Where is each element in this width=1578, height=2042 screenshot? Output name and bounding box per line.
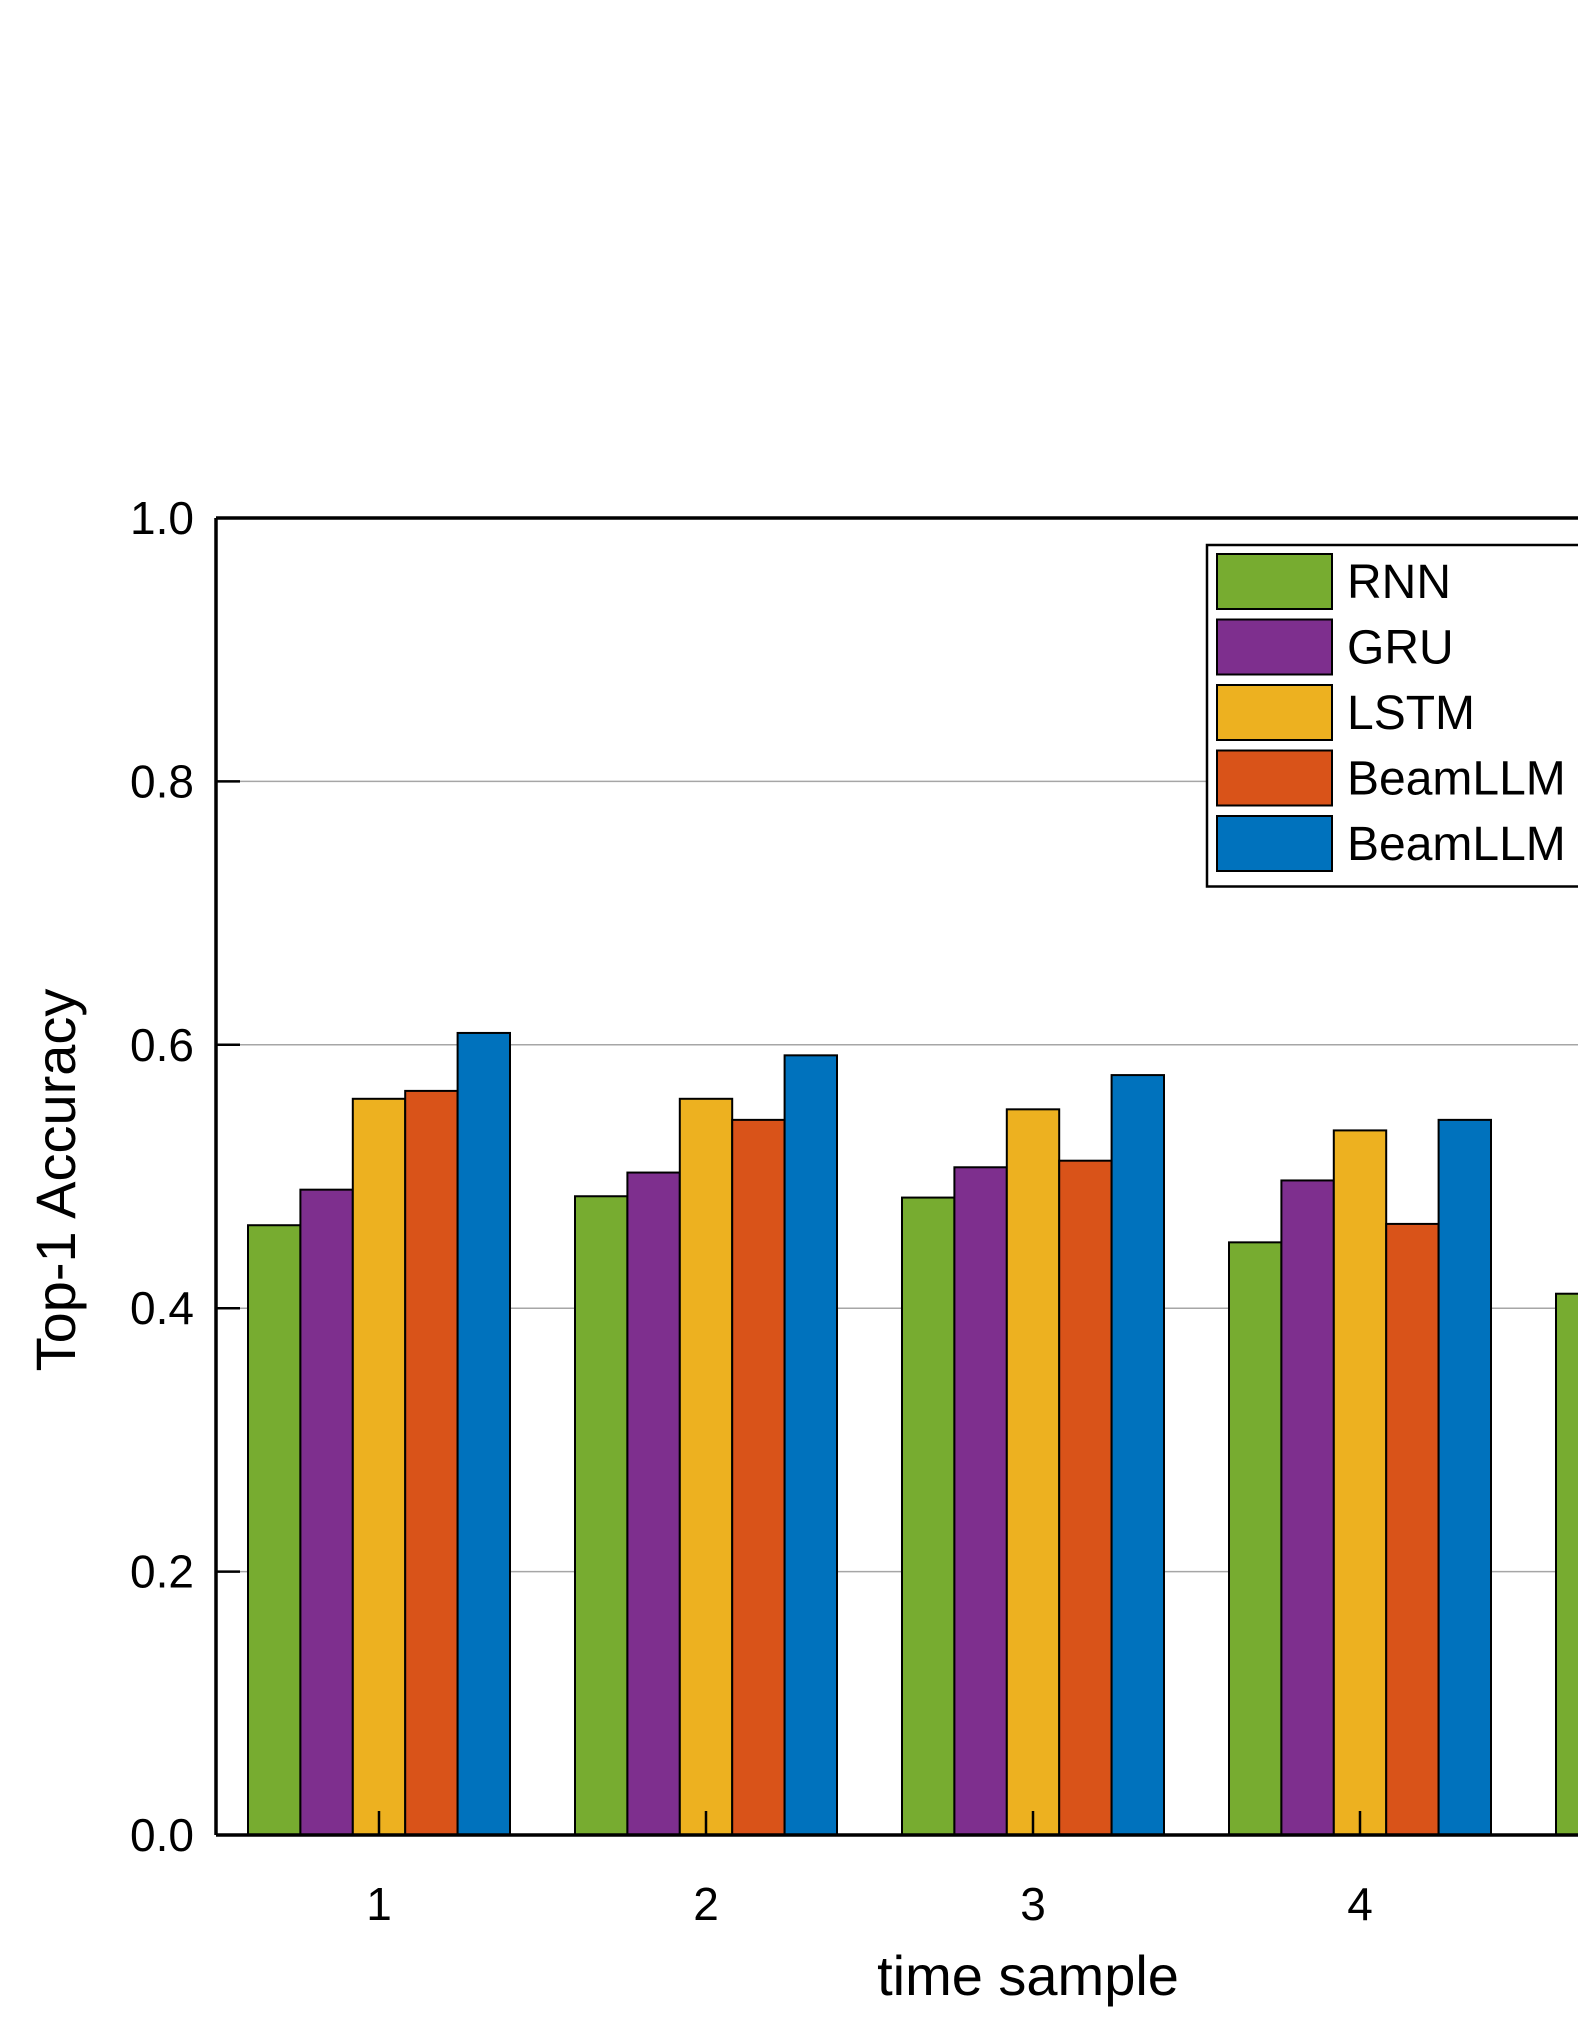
bar (351, 1097, 407, 1836)
bar (1228, 1241, 1283, 1836)
y-tick-label: 0.8 (130, 755, 194, 807)
bar (299, 1188, 354, 1837)
legend-swatch (1216, 553, 1333, 610)
x-tick-label: 2 (693, 1878, 719, 1930)
x-tick-label: 1 (366, 1878, 392, 1930)
y-tick-label: 0.2 (130, 1546, 194, 1598)
bar (1555, 1292, 1578, 1836)
bar (901, 1196, 956, 1836)
x-tick-label: 3 (1020, 1878, 1046, 1930)
bar (1385, 1222, 1440, 1836)
legend-label: BeamLLM (1347, 753, 1566, 806)
tick-labels: 0.00.20.40.60.81.012345 (130, 492, 1373, 1930)
bar (247, 1224, 302, 1836)
legend-swatch (1216, 815, 1333, 872)
bar (1332, 1129, 1388, 1836)
bar (1280, 1179, 1335, 1837)
legend: RNN GRU LSTM BeamLLM BeamLLM (1205, 543, 1578, 888)
legend-label: GRU (1347, 622, 1454, 675)
bar (1437, 1118, 1492, 1836)
bar (678, 1097, 734, 1836)
y-tick-label: 0.4 (130, 1282, 194, 1334)
bars (247, 1031, 1578, 1837)
y-tick-label: 0.6 (130, 1019, 194, 1071)
bar (574, 1195, 629, 1836)
legend-swatch (1216, 618, 1333, 676)
x-tick-label: 4 (1347, 1878, 1373, 1930)
bar (1058, 1159, 1113, 1837)
legend-label: LSTM (1347, 687, 1475, 740)
y-tick-label: 0.0 (130, 1809, 194, 1861)
bar (404, 1089, 459, 1836)
x-axis-label: time sample (877, 1944, 1179, 2007)
bar (1005, 1108, 1061, 1836)
y-axis-label: Top-1 Accuracy (24, 989, 87, 1372)
bar (731, 1118, 786, 1836)
axes (214, 516, 1578, 1837)
bar (1110, 1074, 1165, 1836)
bar (953, 1166, 1008, 1836)
legend-swatch (1216, 749, 1333, 807)
bar (626, 1171, 681, 1836)
legend-swatch (1216, 684, 1333, 741)
legend-label: BeamLLM (1347, 818, 1566, 871)
legend-label: RNN (1347, 556, 1451, 609)
bar (456, 1031, 512, 1836)
bar (783, 1054, 838, 1837)
y-tick-label: 1.0 (130, 492, 194, 544)
